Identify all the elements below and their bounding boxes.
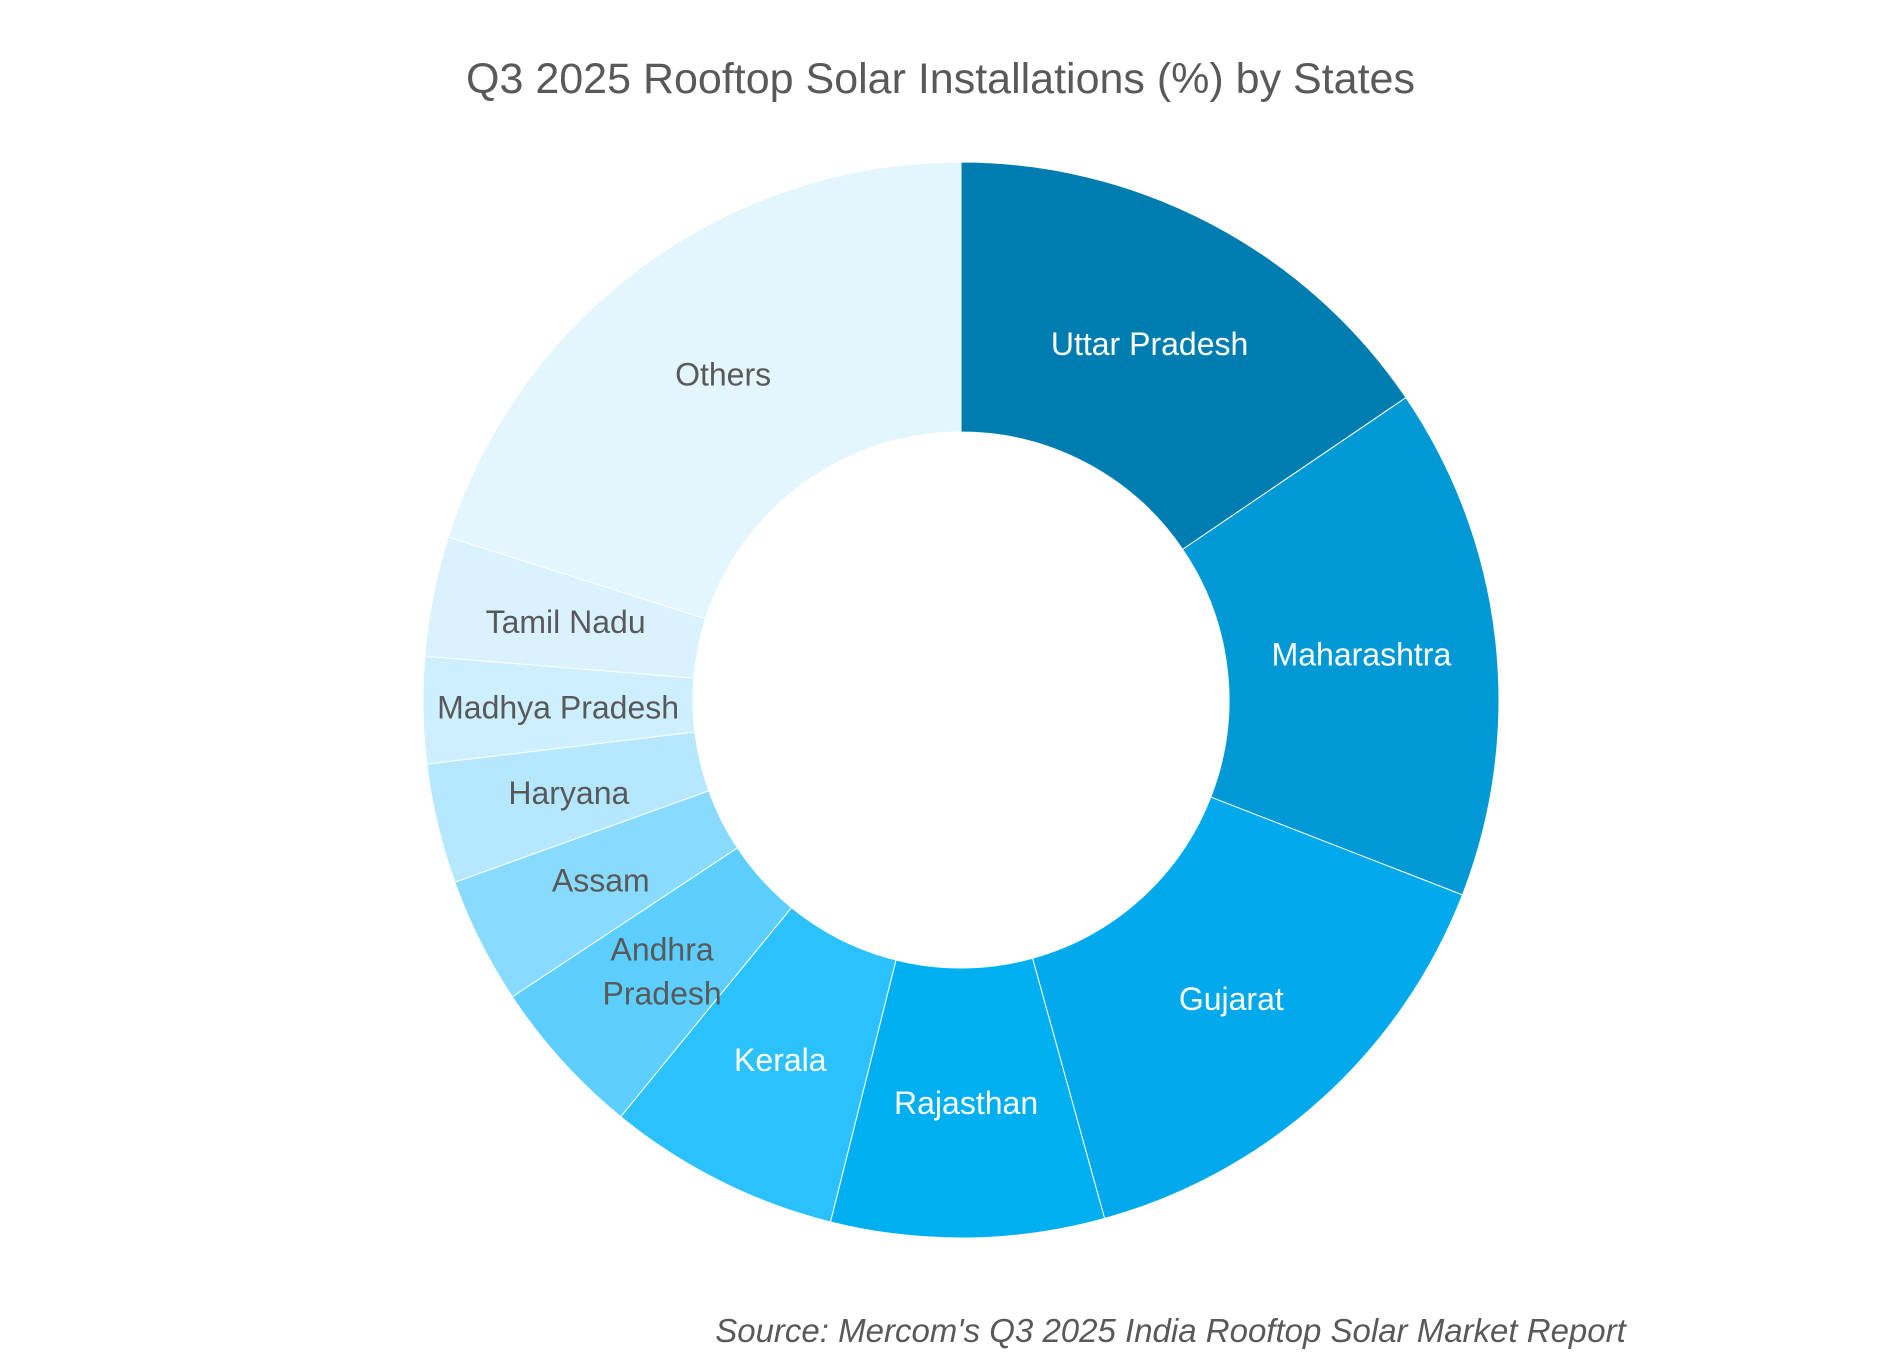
slice-uttar-pradesh (960, 161, 1407, 551)
slice-label-assam: Assam (552, 863, 650, 899)
slice-label-andhra-pradesh: Andhra Pradesh (602, 931, 721, 1011)
chart-title: Q3 2025 Rooftop Solar Installations (%) … (466, 55, 1415, 103)
slice-others (447, 161, 962, 620)
slice-label-haryana: Haryana (508, 775, 629, 811)
slice-label-gujarat: Gujarat (1179, 981, 1284, 1017)
donut-labels: Uttar Pradesh Maharashtra Gujarat Rajasthan… (437, 326, 1451, 1121)
slice-label-others: Others (675, 357, 771, 393)
slice-label-uttar-pradesh: Uttar Pradesh (1051, 326, 1248, 362)
chart-source: Source: Mercom's Q3 2025 India Rooftop S… (715, 1312, 1626, 1349)
slice-label-tamil-nadu: Tamil Nadu (486, 604, 646, 640)
slice-gujarat (1031, 796, 1464, 1220)
slice-label-madhya-pradesh: Madhya Pradesh (437, 690, 679, 726)
slice-label-rajasthan: Rajasthan (894, 1085, 1038, 1121)
slice-label-maharashtra: Maharashtra (1272, 637, 1452, 673)
donut-slices (422, 161, 1500, 1239)
slice-maharashtra (1181, 396, 1500, 896)
slice-label-kerala: Kerala (734, 1042, 827, 1078)
